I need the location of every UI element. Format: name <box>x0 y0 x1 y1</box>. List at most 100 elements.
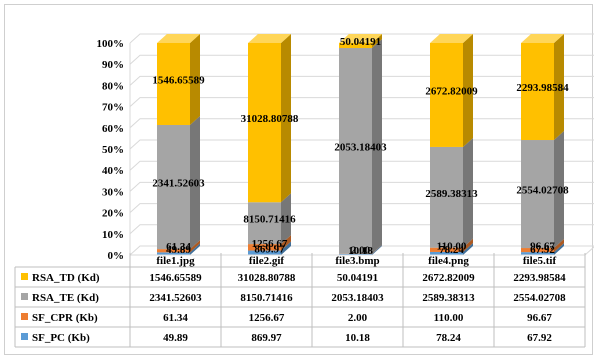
bar-side-rsa-td <box>463 34 473 147</box>
data-label: 2293.98584 <box>516 82 569 94</box>
y-tick-label: 50% <box>102 144 124 156</box>
y-tick-label: 100% <box>97 38 125 50</box>
bar-segment-rsa-td <box>248 43 281 203</box>
bar-segment-rsa-te <box>157 124 190 250</box>
y-tick-label: 30% <box>102 186 124 198</box>
bar-top-face <box>339 34 382 43</box>
y-tick-label: 70% <box>102 102 124 114</box>
chart-frame: 0% 10% 20% 30% 40% 50% 60% 70% 80% 90% 100% 49.89 61… <box>4 4 594 355</box>
data-label: 78.24 <box>439 244 464 256</box>
y-tick-label: 40% <box>102 165 124 177</box>
bar-top-face <box>248 34 291 43</box>
y-tick-label: 60% <box>102 123 124 135</box>
table-cell: 869.97 <box>251 332 282 344</box>
y-tick-label: 20% <box>102 208 124 220</box>
bar-segment-rsa-te <box>430 146 463 248</box>
table-cell: 49.89 <box>163 332 188 344</box>
category-label: file2.gif <box>249 255 284 267</box>
data-label: 67.92 <box>530 244 555 256</box>
bar-side-rsa-te <box>281 193 291 245</box>
table-cell: 2672.82009 <box>422 272 475 284</box>
table-cell: 110.00 <box>434 312 464 324</box>
bar-segment-sf-cpr <box>248 244 281 251</box>
bar-top-face <box>157 34 200 43</box>
table-cell: 78.24 <box>436 332 461 344</box>
bar-segment-rsa-td <box>157 43 190 125</box>
legend-label: SF_PC (Kb) <box>32 332 90 344</box>
bar-side-rsa-te <box>463 137 473 248</box>
table-cell: 8150.71416 <box>240 292 293 304</box>
bar-top-face <box>430 34 473 43</box>
bar-segment-sf-pc <box>430 251 463 255</box>
legend-label: RSA_TD (Kd) <box>32 272 100 284</box>
data-label: 1546.65589 <box>152 74 205 86</box>
y-tick-label: 10% <box>102 229 124 241</box>
bar-side-rsa-te <box>372 39 382 254</box>
bar-side-sf-cpr <box>372 244 382 254</box>
data-label: 96.67 <box>530 241 555 253</box>
bar-segment-sf-cpr <box>430 247 463 252</box>
table-cell: 2053.18403 <box>331 292 384 304</box>
bar-segment-rsa-te <box>339 48 372 254</box>
bar-side-rsa-te <box>190 115 200 250</box>
table-cell: 50.04191 <box>337 272 378 284</box>
table-cell: 2589.38313 <box>422 292 475 304</box>
legend-label: SF_CPR (Kb) <box>32 312 98 324</box>
bar-segment-rsa-td <box>339 43 372 49</box>
data-label: 49.89 <box>166 244 191 256</box>
bar-side-rsa-td <box>372 34 382 49</box>
bar-top-face <box>521 34 564 43</box>
data-label: 2341.52603 <box>152 178 205 190</box>
legend-swatch <box>21 273 28 280</box>
bar-side-sf-pc <box>554 243 564 255</box>
data-label: 31028.80788 <box>241 113 299 125</box>
table-cell: 61.34 <box>163 312 188 324</box>
table-cell: 2293.98584 <box>513 272 566 284</box>
bar-side-sf-cpr <box>190 240 200 253</box>
bar-segment-sf-pc <box>157 252 190 255</box>
y-tick-label: 80% <box>102 80 124 92</box>
data-label: 8150.71416 <box>243 214 296 226</box>
category-label: file3.bmp <box>335 255 379 267</box>
data-label: 2554.02708 <box>516 185 569 197</box>
bar-segment-rsa-te <box>521 140 554 249</box>
bar-side-rsa-td <box>190 34 200 125</box>
data-label: 2672.82009 <box>425 85 478 97</box>
legend-label: RSA_TE (Kd) <box>32 292 99 304</box>
category-label: file5.tif <box>523 255 557 267</box>
bar-side-rsa-te <box>554 131 564 249</box>
bar-segment-rsa-te <box>248 202 281 245</box>
bar-side-sf-cpr <box>281 235 291 251</box>
y-tick-label: 90% <box>102 59 124 71</box>
table-cell: 31028.80788 <box>238 272 296 284</box>
bar-segment-sf-cpr <box>157 249 190 253</box>
bar-side-rsa-td <box>281 34 291 203</box>
data-label: 2589.38313 <box>425 188 478 200</box>
category-label: file4.png <box>428 255 469 267</box>
legend-swatch <box>21 293 28 300</box>
table-cell: 1256.67 <box>249 312 285 324</box>
data-label: 110.00 <box>437 240 467 252</box>
data-label: 869.97 <box>254 243 285 255</box>
bar-side-sf-cpr <box>463 238 473 252</box>
table-cell: 96.67 <box>527 312 552 324</box>
table-cell: 67.92 <box>527 332 552 344</box>
bar-segment-sf-pc <box>339 253 372 255</box>
table-cell: 10.18 <box>345 332 370 344</box>
bar-side-sf-pc <box>281 241 291 255</box>
data-label: 1256.67 <box>252 238 288 250</box>
bar-segment-sf-pc <box>521 252 554 255</box>
table-cell: 2554.02708 <box>513 292 566 304</box>
bar-side-sf-pc <box>190 243 200 255</box>
legend-swatch <box>21 313 28 320</box>
bar-segment-sf-cpr <box>521 248 554 253</box>
bar-side-rsa-td <box>554 34 564 141</box>
table-cell: 2341.52603 <box>149 292 202 304</box>
data-label: 2053.18403 <box>334 141 387 153</box>
data-label: 10.18 <box>348 245 373 257</box>
data-label: 61.34 <box>166 241 191 253</box>
legend-swatch <box>21 333 28 340</box>
bar-side-sf-pc <box>463 242 473 255</box>
category-label: file1.jpg <box>156 255 195 267</box>
y-tick-label: 0% <box>108 250 125 262</box>
